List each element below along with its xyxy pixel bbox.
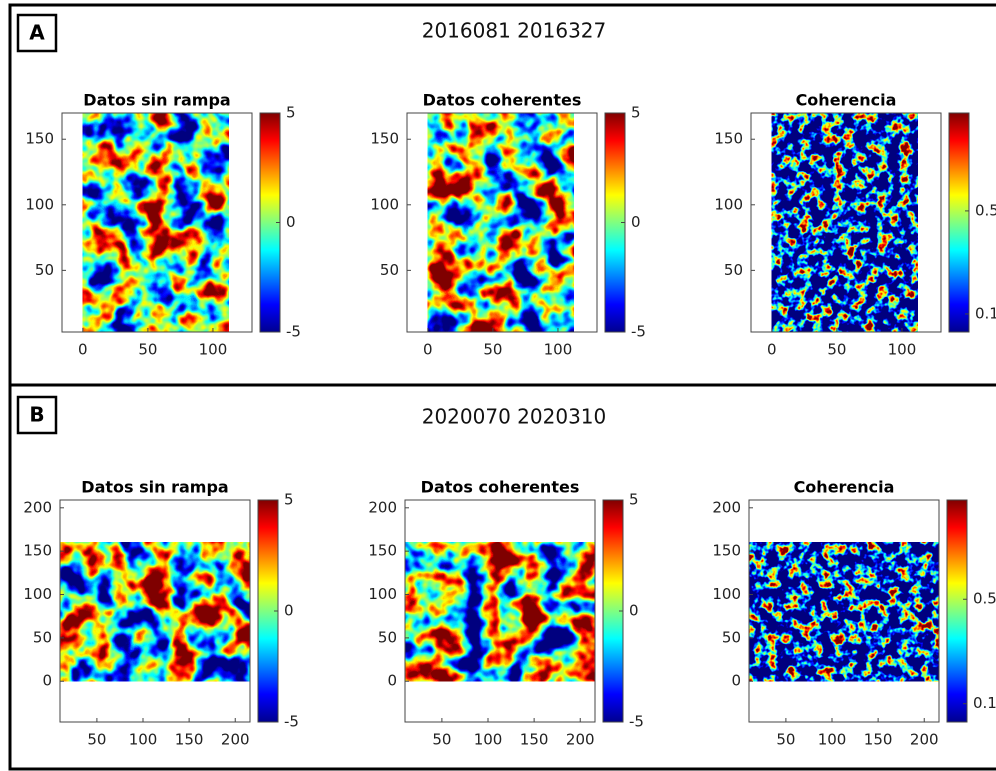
- colorbar-tick-label: 5: [629, 491, 639, 509]
- colorbar-tick-label: -5: [629, 713, 644, 731]
- y-tick-label: 100: [712, 585, 741, 603]
- colorbar-tick-label: -5: [631, 323, 646, 341]
- colorbar: [948, 112, 970, 333]
- colorbar-tick-label: 0.1: [973, 694, 996, 712]
- plot-title: Datos sin rampa: [81, 478, 228, 497]
- y-tick-label: 0: [731, 672, 741, 690]
- x-tick-label: 50: [432, 731, 451, 749]
- y-tick-label: 50: [724, 261, 743, 279]
- x-tick-label: 200: [910, 731, 939, 749]
- panel-label: A: [29, 21, 45, 45]
- axes-frame: [748, 499, 940, 723]
- y-tick-label: 150: [370, 130, 399, 148]
- x-tick-label: 200: [566, 731, 595, 749]
- y-tick-label: 100: [368, 585, 397, 603]
- y-tick-label: 50: [380, 261, 399, 279]
- heatmap-image: [427, 113, 574, 332]
- panel-title: 2016081 2016327: [422, 19, 607, 43]
- y-tick-label: 0: [42, 672, 52, 690]
- heatmap-image: [405, 542, 595, 682]
- y-tick-label: 50: [378, 628, 397, 646]
- colorbar-tick-label: 5: [286, 104, 296, 122]
- x-tick-label: 50: [483, 341, 502, 359]
- figure-border: [8, 3, 996, 771]
- colorbar-tick-label: 5: [284, 491, 294, 509]
- x-tick-label: 100: [129, 731, 158, 749]
- heatmap-image: [60, 542, 250, 682]
- axes-frame: [59, 499, 251, 723]
- colorbar: [946, 499, 968, 723]
- x-tick-label: 150: [864, 731, 893, 749]
- x-tick-label: 150: [520, 731, 549, 749]
- x-tick-label: 50: [827, 341, 846, 359]
- x-tick-label: 100: [199, 341, 228, 359]
- y-tick-label: 50: [722, 628, 741, 646]
- panel-label-box: [16, 395, 58, 435]
- plot-title: Datos sin rampa: [83, 91, 230, 110]
- plot-title: Coherencia: [796, 91, 897, 110]
- panel-title: 2020070 2020310: [422, 405, 607, 429]
- y-tick-label: 100: [25, 195, 54, 213]
- x-tick-label: 100: [544, 341, 573, 359]
- colorbar-tick-label: -5: [284, 713, 299, 731]
- colorbar-tick-label: 0.5: [973, 590, 996, 608]
- panel-label: B: [29, 403, 44, 427]
- y-tick-label: 150: [712, 542, 741, 560]
- heatmap-image: [82, 113, 229, 332]
- y-tick-label: 50: [35, 261, 54, 279]
- y-tick-label: 150: [25, 130, 54, 148]
- x-tick-label: 0: [767, 341, 777, 359]
- colorbar-tick-label: 0: [629, 602, 639, 620]
- plot-title: Coherencia: [794, 478, 895, 497]
- x-tick-label: 50: [87, 731, 106, 749]
- colorbar-tick-label: 0: [284, 602, 294, 620]
- axes-frame: [61, 112, 253, 333]
- axes-frame: [406, 112, 598, 333]
- plot-title: Datos coherentes: [423, 91, 582, 110]
- colorbar-tick-label: -5: [286, 323, 301, 341]
- y-tick-label: 150: [368, 542, 397, 560]
- y-tick-label: 150: [23, 542, 52, 560]
- x-tick-label: 50: [138, 341, 157, 359]
- x-tick-label: 150: [175, 731, 204, 749]
- axes-frame: [404, 499, 596, 723]
- heatmap-image: [749, 542, 939, 682]
- y-tick-label: 200: [368, 498, 397, 516]
- x-tick-label: 100: [818, 731, 847, 749]
- panel-label-box: [16, 13, 58, 53]
- x-tick-label: 100: [474, 731, 503, 749]
- y-tick-label: 100: [370, 195, 399, 213]
- y-tick-label: 0: [387, 672, 397, 690]
- colorbar-tick-label: 0.1: [975, 304, 996, 322]
- y-tick-label: 150: [714, 130, 743, 148]
- y-tick-label: 100: [714, 195, 743, 213]
- x-tick-label: 50: [776, 731, 795, 749]
- x-tick-label: 100: [888, 341, 917, 359]
- x-tick-label: 0: [423, 341, 433, 359]
- x-tick-label: 0: [78, 341, 88, 359]
- heatmap-image: [771, 113, 918, 332]
- y-tick-label: 200: [23, 498, 52, 516]
- colorbar-tick-label: 0.5: [975, 201, 996, 219]
- plot-title: Datos coherentes: [421, 478, 580, 497]
- colorbar-tick-label: 0: [631, 213, 641, 231]
- x-tick-label: 200: [221, 731, 250, 749]
- y-tick-label: 50: [33, 628, 52, 646]
- axes-frame: [750, 112, 942, 333]
- y-tick-label: 100: [23, 585, 52, 603]
- y-tick-label: 200: [712, 498, 741, 516]
- colorbar-tick-label: 5: [631, 104, 641, 122]
- colorbar-tick-label: 0: [286, 213, 296, 231]
